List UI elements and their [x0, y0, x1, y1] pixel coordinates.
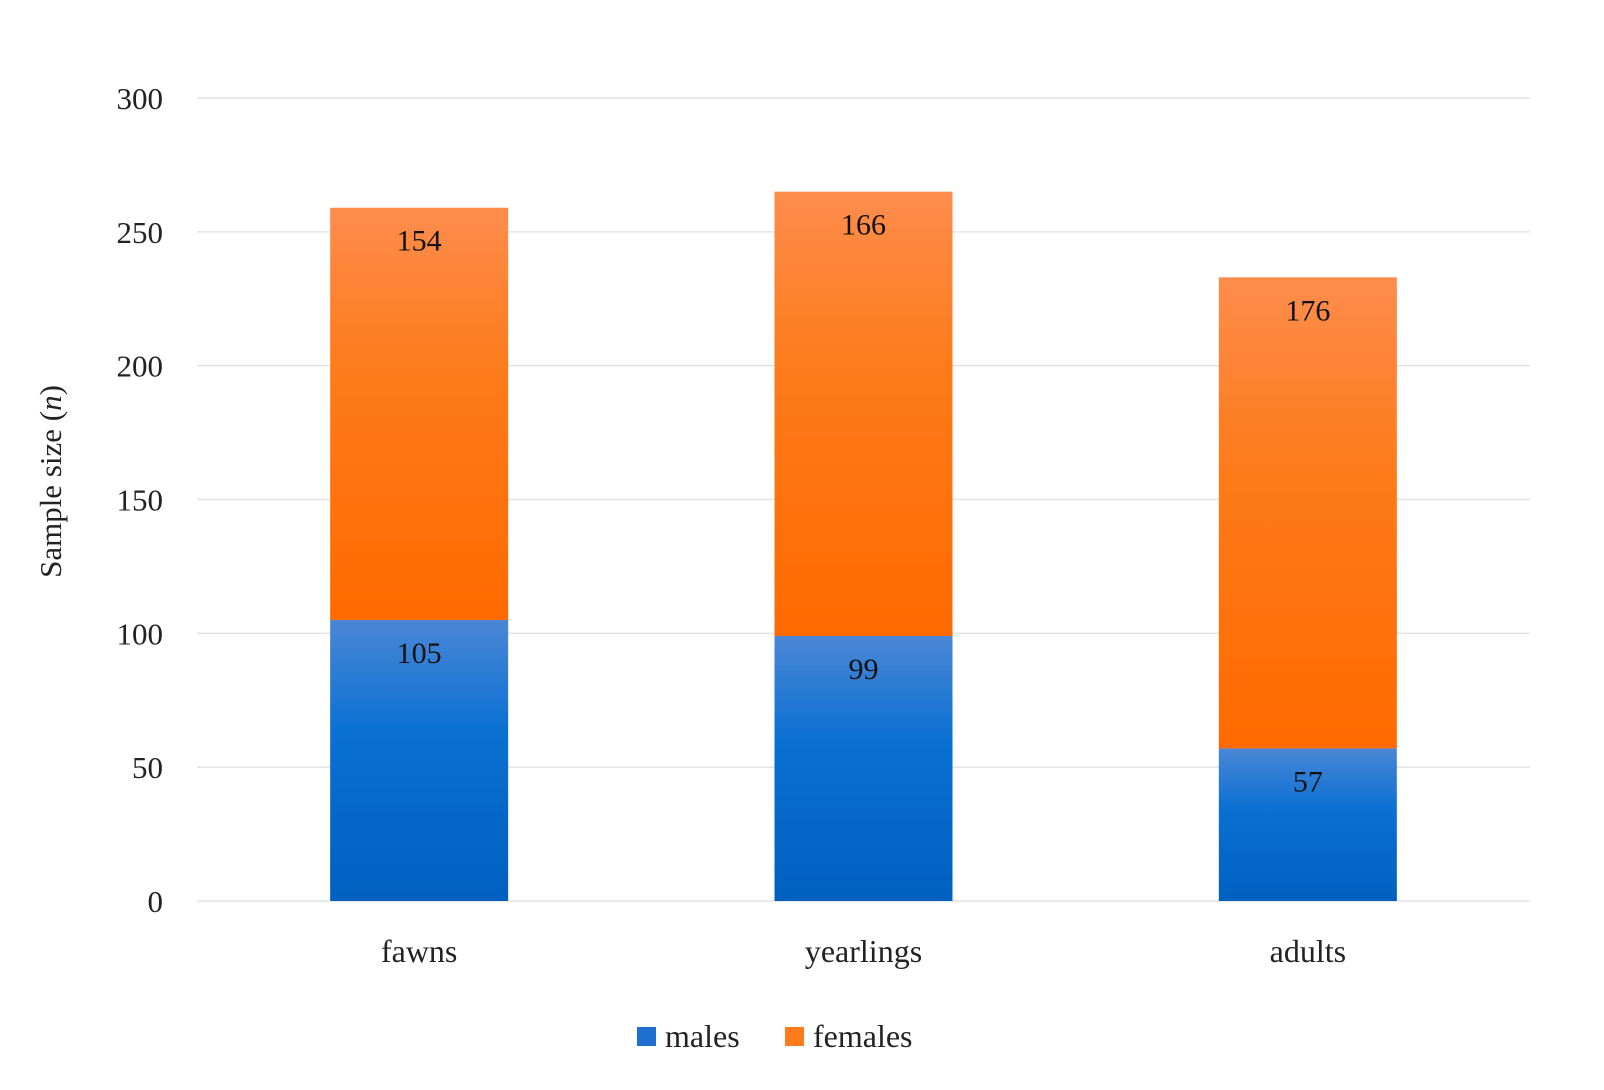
- bar-females-fawns: [330, 207, 509, 620]
- y-axis-title-suffix: ): [33, 385, 68, 395]
- bar-males-adults: [1218, 748, 1397, 901]
- data-labels: 105 154 99 166 57 176: [397, 209, 1331, 799]
- x-category-label: yearlings: [805, 933, 922, 969]
- legend-label-females: females: [813, 1018, 913, 1054]
- bar-males-yearlings: [774, 636, 953, 901]
- y-tick-label: 200: [117, 349, 164, 384]
- x-category-label: adults: [1270, 933, 1346, 969]
- bar-females-yearlings: [774, 191, 953, 637]
- y-tick-label: 300: [117, 81, 164, 116]
- y-axis-title-text: Sample size (: [33, 411, 68, 578]
- data-label-females-adults: 176: [1285, 294, 1330, 327]
- y-tick-label: 150: [117, 483, 164, 518]
- legend-label-males: males: [665, 1018, 740, 1054]
- y-tick-label: 100: [117, 616, 164, 651]
- y-axis-label: Sample size (n): [33, 385, 68, 578]
- x-category-label: fawns: [381, 933, 457, 969]
- data-label-males-adults: 57: [1293, 765, 1323, 798]
- x-axis-categories: fawns yearlings adults: [381, 933, 1346, 969]
- legend-swatch-males: [637, 1027, 656, 1046]
- y-tick-label: 250: [117, 215, 164, 250]
- bars: [330, 191, 1397, 901]
- data-label-females-fawns: 154: [397, 225, 442, 258]
- bar-females-adults: [1218, 277, 1397, 749]
- y-axis-ticks: 0 50 100 150 200 250 300: [117, 81, 164, 919]
- data-label-females-yearlings: 166: [841, 209, 886, 242]
- bar-males-fawns: [330, 619, 509, 901]
- legend-swatch-females: [785, 1027, 804, 1046]
- y-tick-label: 50: [132, 750, 163, 785]
- y-axis-title-variable: n: [33, 395, 68, 411]
- y-tick-label: 0: [148, 884, 164, 919]
- legend: males females: [637, 1018, 913, 1054]
- data-label-males-yearlings: 99: [849, 653, 879, 686]
- y-axis-title: Sample size (n): [33, 385, 68, 578]
- data-label-males-fawns: 105: [397, 637, 442, 670]
